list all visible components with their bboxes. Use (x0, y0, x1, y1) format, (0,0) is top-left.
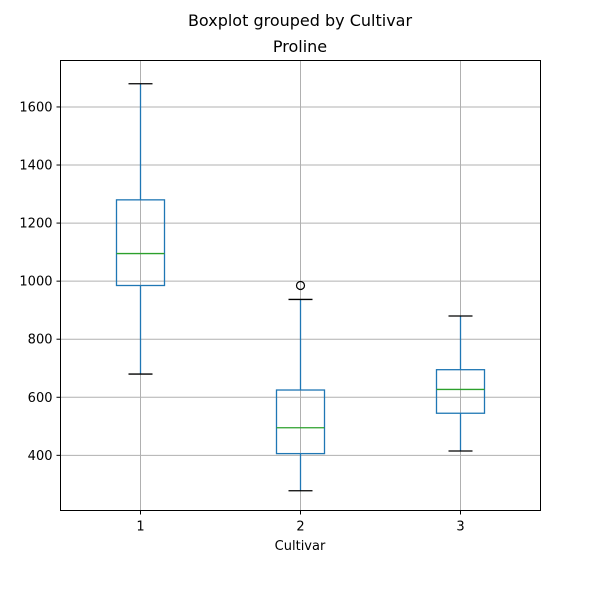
x-axis-ticks: 1 2 3 (136, 510, 465, 535)
y-tick-label: 1600 (19, 100, 52, 115)
boxplot-series (115, 83, 486, 492)
chart-title: Proline (273, 37, 327, 56)
y-axis-ticks: 400 600 800 1000 1200 1400 1600 (19, 100, 61, 464)
figure-suptitle: Boxplot grouped by Cultivar (188, 11, 413, 30)
x-tick-label: 1 (136, 520, 144, 535)
box-group-cultivar-1 (115, 83, 166, 375)
y-tick-label: 1000 (19, 275, 52, 290)
y-tick-label: 1400 (19, 159, 52, 174)
x-tick-label: 3 (456, 520, 464, 535)
outlier-point (295, 280, 306, 291)
iqr-box (435, 369, 486, 414)
y-tick-label: 600 (28, 391, 53, 406)
iqr-box (275, 389, 326, 455)
x-tick-label: 2 (296, 520, 304, 535)
box-group-cultivar-2 (275, 280, 326, 492)
iqr-box (115, 199, 166, 287)
y-tick-label: 1200 (19, 217, 52, 232)
y-tick-label: 400 (28, 449, 53, 464)
y-tick-label: 800 (28, 333, 53, 348)
box-group-cultivar-3 (435, 315, 486, 452)
x-axis-label: Cultivar (275, 539, 326, 554)
